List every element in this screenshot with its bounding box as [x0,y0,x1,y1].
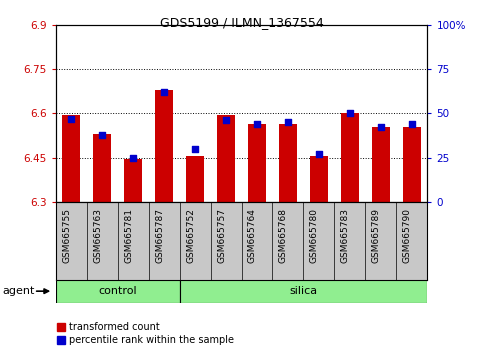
Bar [93,134,112,202]
Point [98,132,106,137]
Text: GSM665764: GSM665764 [248,208,257,263]
Point [284,119,292,125]
Point [253,121,261,127]
Legend: transformed count, percentile rank within the sample: transformed count, percentile rank withi… [53,319,238,349]
Text: GSM665789: GSM665789 [372,208,381,263]
Point [129,155,137,160]
Bar [341,113,359,202]
Bar [180,280,427,303]
Bar [155,90,173,202]
Bar [372,127,390,202]
Text: GSM665783: GSM665783 [341,208,350,263]
Text: GSM665752: GSM665752 [186,208,195,263]
Text: GSM665780: GSM665780 [310,208,319,263]
Bar [279,124,297,202]
Point [346,110,354,116]
Bar [62,115,80,202]
Text: GSM665755: GSM665755 [62,208,71,263]
Text: silica: silica [289,286,317,296]
Bar [217,115,235,202]
Text: GSM665790: GSM665790 [403,208,412,263]
Text: GSM665781: GSM665781 [124,208,133,263]
Text: GSM665768: GSM665768 [279,208,288,263]
Bar [403,127,421,202]
Point [160,89,168,95]
Text: agent: agent [2,286,35,296]
Text: GDS5199 / ILMN_1367554: GDS5199 / ILMN_1367554 [159,16,324,29]
Bar [248,124,266,202]
Point [222,118,230,123]
Text: control: control [98,286,137,296]
Point [191,146,199,152]
Text: GSM665787: GSM665787 [155,208,164,263]
Point [67,116,75,121]
Text: GSM665757: GSM665757 [217,208,226,263]
Point [377,125,385,130]
Bar [124,159,142,202]
Text: GSM665763: GSM665763 [93,208,102,263]
Bar [56,280,180,303]
Bar [310,156,328,202]
Point [315,151,323,157]
Point [408,121,416,127]
Bar [186,156,204,202]
